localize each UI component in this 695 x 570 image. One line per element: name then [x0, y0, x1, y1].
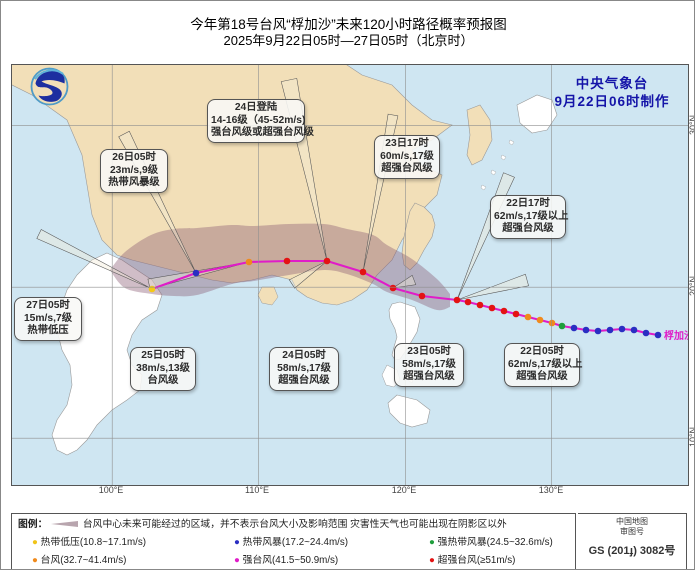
svg-text:桴加沙 (2518): 桴加沙 (2518) — [664, 329, 688, 342]
